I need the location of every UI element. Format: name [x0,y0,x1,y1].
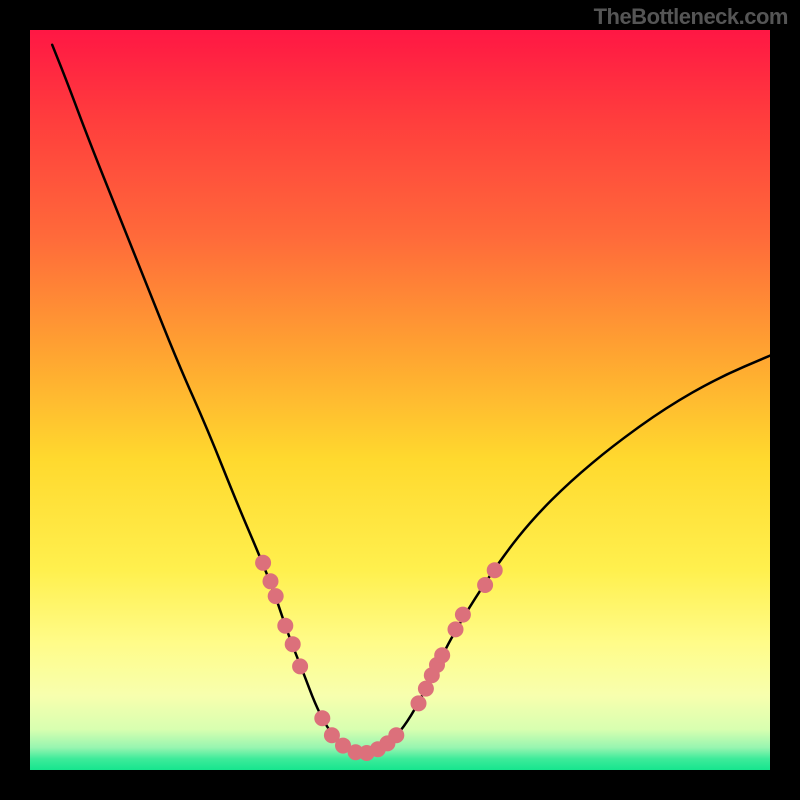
marker-group [255,555,503,761]
data-marker [477,577,493,593]
data-marker [255,555,271,571]
data-marker [285,636,301,652]
data-marker [314,710,330,726]
figure-frame: TheBottleneck.com [0,0,800,800]
data-marker [487,562,503,578]
watermark-text: TheBottleneck.com [594,4,788,30]
data-marker [455,607,471,623]
data-marker [268,588,284,604]
data-marker [448,621,464,637]
data-marker [263,573,279,589]
bottleneck-curve [52,45,770,753]
chart-overlay [30,30,770,770]
data-marker [434,647,450,663]
data-marker [277,618,293,634]
plot-area [30,30,770,770]
data-marker [292,658,308,674]
data-marker [388,727,404,743]
data-marker [411,695,427,711]
